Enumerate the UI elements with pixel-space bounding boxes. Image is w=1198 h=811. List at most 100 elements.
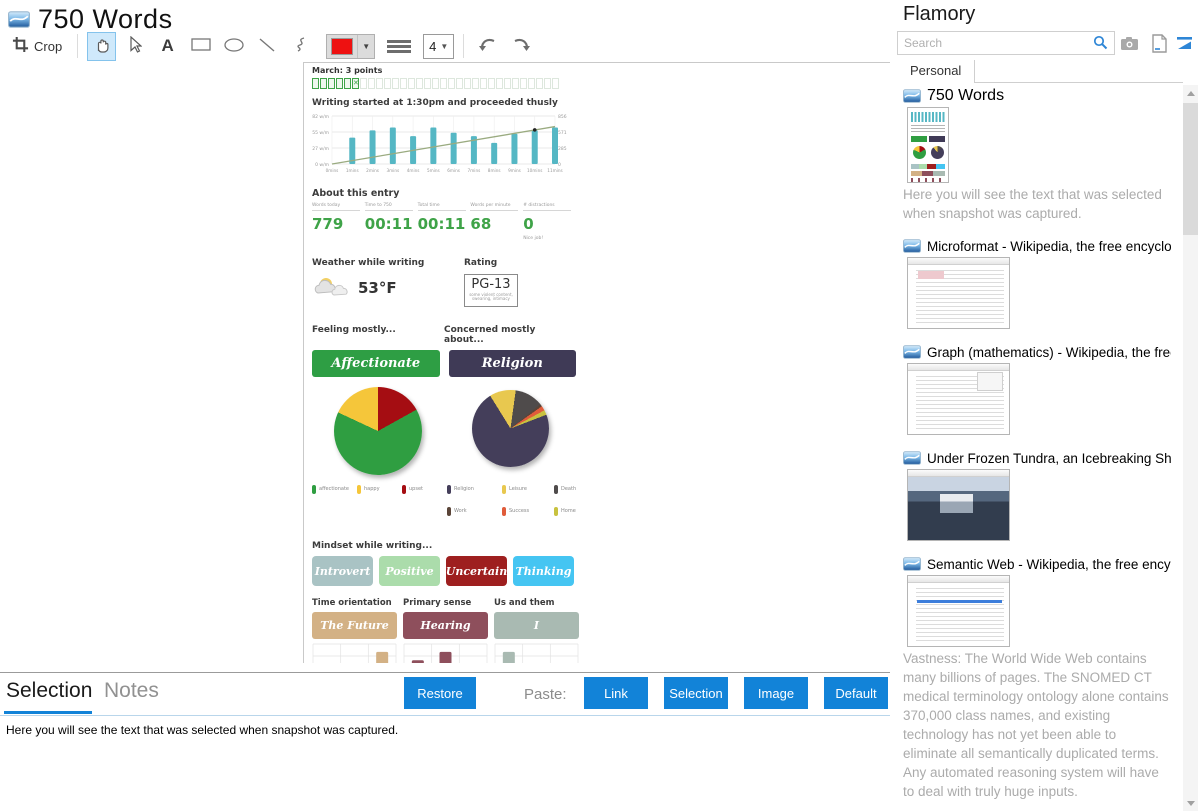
feeling-banner: Affectionate [312,350,440,377]
edit-toolbar: Crop A [6,31,535,61]
flamory-app-icon [8,11,30,28]
current-color-swatch [331,37,354,55]
line-tool-button[interactable] [252,32,281,61]
list-item[interactable]: Under Frozen Tundra, an Icebreaking Ship… [903,449,1171,541]
tab-personal[interactable]: Personal [897,60,976,83]
flamory-item-icon [903,345,921,359]
legend-item: Success [502,507,557,516]
weather-icon [312,275,350,301]
svg-text:0 w/m: 0 w/m [315,162,329,168]
svg-text:11mins: 11mins [547,168,562,173]
ellipse-tool-button[interactable] [219,32,248,61]
width-dropdown-arrow: ▼ [440,41,449,51]
item-title: Graph (mathematics) - Wikipedia, the fre… [927,344,1171,360]
cursor-icon [127,35,143,56]
flamory-item-icon [903,557,921,571]
crop-icon [12,36,29,56]
temperature: 53°F [358,279,397,297]
month-points-header: March: 3 points [312,66,383,75]
list-item[interactable]: Graph (mathematics) - Wikipedia, the fre… [903,343,1171,435]
paste-default-button[interactable]: Default [824,677,888,709]
item-description: Here you will see the text that was sele… [903,187,1162,221]
list-item[interactable]: Microformat - Wikipedia, the free encycl… [903,237,1171,329]
capture-screenshot-icon[interactable] [1118,33,1140,53]
toolbar-separator [463,34,465,58]
bottom-bar: Selection Notes Restore Paste: Link Selec… [0,672,890,716]
color-dropdown-arrow[interactable]: ▼ [357,34,374,58]
scroll-up-arrow[interactable] [1183,85,1198,101]
legend-item: affectionate [312,485,357,516]
rating-box: PG-13 some violent content, swearing, in… [464,274,518,307]
canvas-top-border [303,62,890,63]
tab-selection[interactable]: Selection [6,679,93,702]
hand-tool-button[interactable] [87,31,117,61]
mindset-tag: Uncertain [446,556,507,586]
svg-text:7mins: 7mins [468,168,481,173]
orientation-section: Primary senseHearingSightHearingTouch [403,598,488,663]
snapshot-thumbnail[interactable] [907,107,949,183]
legend-item: Leisure [502,485,557,494]
svg-text:3mins: 3mins [386,168,399,173]
search-input[interactable] [897,31,1115,55]
legend-item: Religion [447,485,502,494]
line-thickness-icon[interactable] [387,39,412,53]
new-note-icon[interactable] [1148,33,1170,53]
feeling-pie [334,387,422,475]
svg-text:9mins: 9mins [508,168,521,173]
flamory-item-icon [903,451,921,465]
paste-image-button[interactable]: Image [744,677,808,709]
paste-link-button[interactable]: Link [584,677,648,709]
svg-text:0mins: 0mins [326,168,339,173]
line-icon [258,37,276,56]
orientation-section: Us and themIIYouThem [494,598,579,663]
redo-icon [510,36,532,57]
undo-button[interactable] [473,32,502,61]
paste-selection-button[interactable]: Selection [664,677,728,709]
snapshot-thumbnail[interactable] [907,469,1010,541]
restore-button[interactable]: Restore [404,677,476,709]
hand-icon [94,36,110,56]
svg-text:571: 571 [558,130,567,136]
scroll-down-arrow[interactable] [1183,795,1198,811]
select-tool-button[interactable] [120,32,149,61]
snapshot-thumbnail[interactable] [907,257,1010,329]
item-description: Vastness: The World Wide Web contains ma… [903,651,1169,799]
rectangle-icon [191,38,211,54]
redo-button[interactable] [506,32,535,61]
color-picker[interactable]: ▼ [326,33,376,59]
snapshot-thumbnail[interactable] [907,575,1010,647]
concerned-legend: Religion Leisure Death Work Success Home [447,485,577,516]
curve-tool-button[interactable] [285,32,314,61]
ellipse-icon [224,37,244,55]
tab-row-filler [975,60,1183,83]
rating-title: Rating [464,258,498,268]
rectangle-tool-button[interactable] [186,32,215,61]
sidebar-scrollbar[interactable] [1183,85,1198,811]
list-item[interactable]: 750 Words Here you will see the text that… [903,87,1171,223]
svg-text:8mins: 8mins [488,168,501,173]
search-icon[interactable] [1093,35,1108,55]
tab-notes[interactable]: Notes [104,679,159,702]
svg-text:0: 0 [558,162,561,168]
mindset-tag: Thinking [513,556,574,586]
snapshot-thumbnail[interactable] [907,363,1010,435]
list-item[interactable]: Semantic Web - Wikipedia, the free encyc… [903,555,1171,801]
text-tool-button[interactable]: A [153,32,182,61]
active-tab-underline [4,711,92,714]
svg-text:82 w/m: 82 w/m [312,114,329,120]
crop-button[interactable]: Crop [6,32,68,61]
svg-text:10mins: 10mins [527,168,542,173]
snapshot-canvas[interactable]: March: 3 points ✕ Writing started at 1:3… [303,63,584,663]
collapse-sidebar-icon[interactable] [1173,33,1195,53]
legend-item: Work [447,507,502,516]
line-width-select[interactable]: 4 ▼ [423,33,455,59]
svg-text:285: 285 [558,146,567,152]
mindset-title: Mindset while writing... [312,541,433,551]
scrollbar-thumb[interactable] [1183,103,1198,235]
concerned-pie [471,390,549,467]
text-icon: A [161,36,174,55]
legend-item: Death [554,485,584,494]
page-title: 750 Words [38,4,173,34]
concerned-title: Concerned mostly about... [444,325,536,345]
